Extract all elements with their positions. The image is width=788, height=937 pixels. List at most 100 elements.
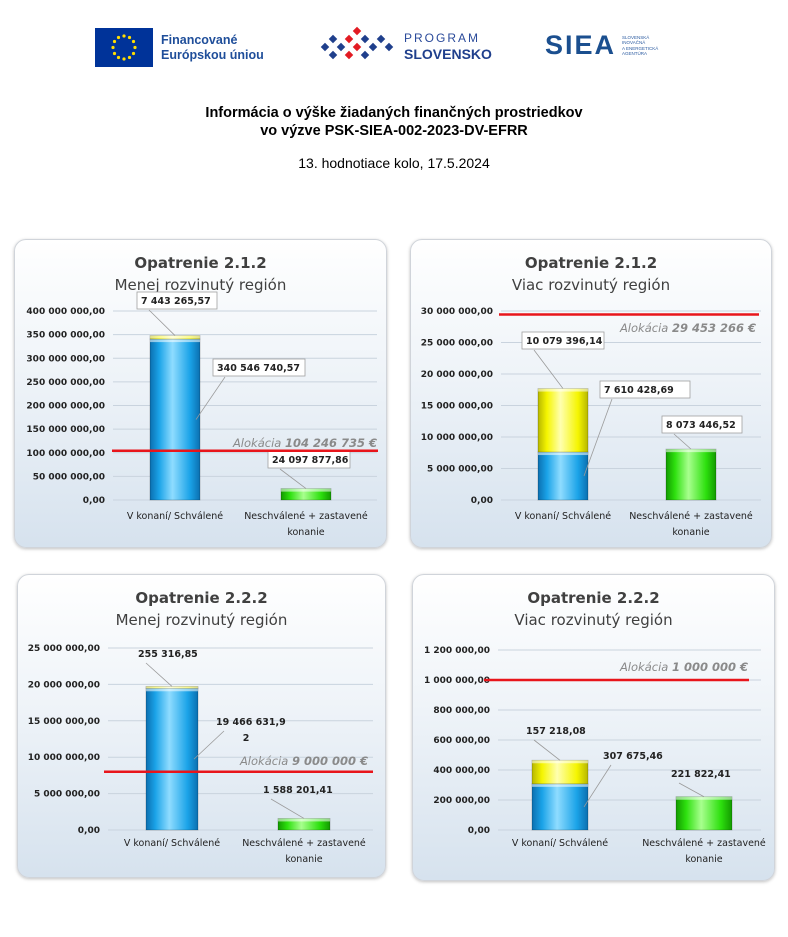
y-tick-label: 0,00 (78, 826, 100, 836)
data-label-top-leader (148, 309, 176, 336)
x-category-label: Neschválené + zastavené (642, 838, 766, 849)
y-tick-label: 20 000 000,00 (421, 370, 493, 380)
data-label-base-leader (583, 398, 613, 477)
data-label-right: 24 097 877,86 (272, 455, 349, 466)
y-tick-label: 100 000 000,00 (26, 449, 105, 459)
program-text-line2: SLOVENSKO (404, 46, 492, 62)
data-label-right-leader (673, 433, 692, 450)
bar-schvalene-navyse-highlight (538, 388, 588, 392)
y-tick-label: 10 000 000,00 (421, 433, 493, 443)
data-label-top-leader (533, 739, 561, 761)
eu-flag-icon (95, 28, 153, 67)
y-tick-label: 50 000 000,00 (33, 472, 105, 482)
data-label-right: 221 822,41 (671, 769, 731, 780)
data-label-base-wrap: 2 (243, 733, 250, 744)
siea-logo: SIEA SLOVENSKÁ INOVAČNÁ A ENERGETICKÁ AG… (545, 30, 658, 61)
bar-schvalene-highlight (150, 339, 200, 343)
chart-title: Opatrenie 2.2.2 (527, 589, 659, 607)
chart-subtitle: Viac rozvinutý región (512, 276, 670, 294)
y-tick-label: 400 000 000,00 (26, 307, 105, 317)
chart-title: Opatrenie 2.1.2 (134, 254, 266, 272)
allocation-label: Alokácia 29 453 266 € (619, 321, 756, 335)
y-tick-label: 10 000 000,00 (28, 753, 100, 763)
allocation-label-amount: 29 453 266 € (672, 321, 756, 335)
chart-svg: Opatrenie 2.1.2 Menej rozvinutý región 0,0… (26, 254, 378, 538)
y-tick-label: 300 000 000,00 (26, 354, 105, 364)
x-category-label: V konaní/ Schválené (512, 838, 608, 849)
chart-svg: Opatrenie 2.2.2 Menej rozvinutý región 0,0… (28, 589, 373, 865)
bar-neschvalene-highlight (666, 449, 716, 453)
x-category-label: V konaní/ Schválené (515, 511, 611, 522)
bar-schvalene (149, 338, 201, 501)
data-label-top: 255 316,85 (138, 649, 198, 660)
bar-neschvalene (675, 796, 733, 831)
siea-sub-line: A ENERGETICKÁ (622, 45, 659, 51)
x-category-label: Neschválené + zastavené (244, 511, 368, 522)
data-label-top: 10 079 396,14 (526, 336, 603, 347)
siea-wordmark: SIEA (545, 30, 617, 60)
page-subtitle: 13. hodnotiace kolo, 17.5.2024 (298, 155, 490, 171)
y-tick-label: 15 000 000,00 (28, 717, 100, 727)
logo-bar: Financované Európskou úniou (0, 26, 788, 70)
y-tick-label: 15 000 000,00 (421, 402, 493, 412)
allocation-label-amount: 104 246 735 € (285, 436, 377, 450)
siea-subtitle: SLOVENSKÁ INOVAČNÁ A ENERGETICKÁ AGENTÚR… (622, 35, 658, 57)
program-slovensko-logo: PROGRAM SLOVENSKO (318, 26, 492, 66)
data-label-top-leader (145, 662, 173, 687)
data-label-top-box (136, 291, 218, 310)
program-slovensko-mark-icon (320, 26, 394, 60)
y-tick-label: 5 000 000,00 (34, 790, 100, 800)
chart-svg: Opatrenie 2.2.2 Viac rozvinutý región 0,00… (424, 589, 766, 865)
y-tick-label: 0,00 (471, 496, 493, 506)
y-tick-label: 0,00 (468, 826, 490, 836)
bar-schvalene-highlight (146, 688, 198, 692)
eu-text-line1: Financované (161, 32, 238, 47)
data-label-top-leader (533, 349, 564, 389)
x-category-label: konanie (285, 854, 322, 865)
data-label-right: 8 073 446,52 (666, 420, 736, 431)
x-category-label: V konaní/ Schválené (124, 838, 220, 849)
data-label-right-leader (270, 798, 305, 819)
data-label-right-leader (279, 468, 307, 489)
bar-schvalene (145, 687, 199, 831)
bar-schvalene-navyse (531, 759, 589, 785)
x-category-label: konanie (287, 527, 324, 538)
y-tick-label: 1 000 000,00 (424, 676, 490, 686)
page-title-line1: Informácia o výške žiadaných finančných … (205, 105, 583, 121)
chart-subtitle: Menej rozvinutý región (115, 276, 287, 294)
bar-neschvalene (665, 448, 717, 501)
bar-schvalene-navyse-highlight (150, 335, 200, 339)
y-tick-label: 30 000 000,00 (421, 307, 493, 317)
data-label-right-leader (678, 782, 705, 798)
allocation-label-amount: 1 000 000 € (672, 660, 748, 674)
program-text-line1: PROGRAM (404, 31, 481, 45)
y-tick-label: 250 000 000,00 (26, 378, 105, 388)
bar-neschvalene-highlight (676, 796, 732, 800)
bar-neschvalene-highlight (281, 488, 331, 492)
chart-panel-2-1-2-menej: Opatrenie 2.1.2 Menej rozvinutý región 0,0… (14, 239, 387, 548)
y-tick-label: 350 000 000,00 (26, 331, 105, 341)
y-tick-label: 5 000 000,00 (427, 465, 493, 475)
siea-sub-line: SLOVENSKÁ (622, 34, 650, 40)
x-category-label: Neschválené + zastavené (629, 511, 753, 522)
data-label-base-box (212, 358, 306, 377)
allocation-label: Alokácia 9 000 000 € (239, 754, 368, 768)
allocation-label: Alokácia 1 000 000 € (619, 660, 748, 674)
bar-schvalene-highlight (532, 783, 588, 787)
bar-schvalene-navyse-highlight (532, 760, 588, 764)
data-label-base-leader (193, 730, 225, 760)
chart-panel-2-2-2-menej: Opatrenie 2.2.2 Menej rozvinutý región 0,0… (17, 574, 386, 878)
chart-subtitle: Viac rozvinutý región (514, 611, 672, 629)
eu-logo: Financované Európskou úniou (95, 28, 264, 67)
y-tick-label: 25 000 000,00 (28, 644, 100, 654)
data-label-right: 1 588 201,41 (263, 785, 333, 796)
page-title-line2: vo výzve PSK-SIEA-002-2023-DV-EFRR (260, 123, 528, 139)
chart-title: Opatrenie 2.2.2 (135, 589, 267, 607)
y-tick-label: 800 000,00 (433, 706, 490, 716)
y-tick-label: 200 000,00 (433, 796, 490, 806)
data-label-base: 7 610 428,69 (604, 385, 674, 396)
allocation-label-prefix: Alokácia (619, 660, 672, 674)
y-tick-label: 0,00 (83, 496, 105, 506)
eu-text-line2: Európskou úniou (161, 47, 264, 62)
data-label-base-leader (195, 376, 226, 420)
